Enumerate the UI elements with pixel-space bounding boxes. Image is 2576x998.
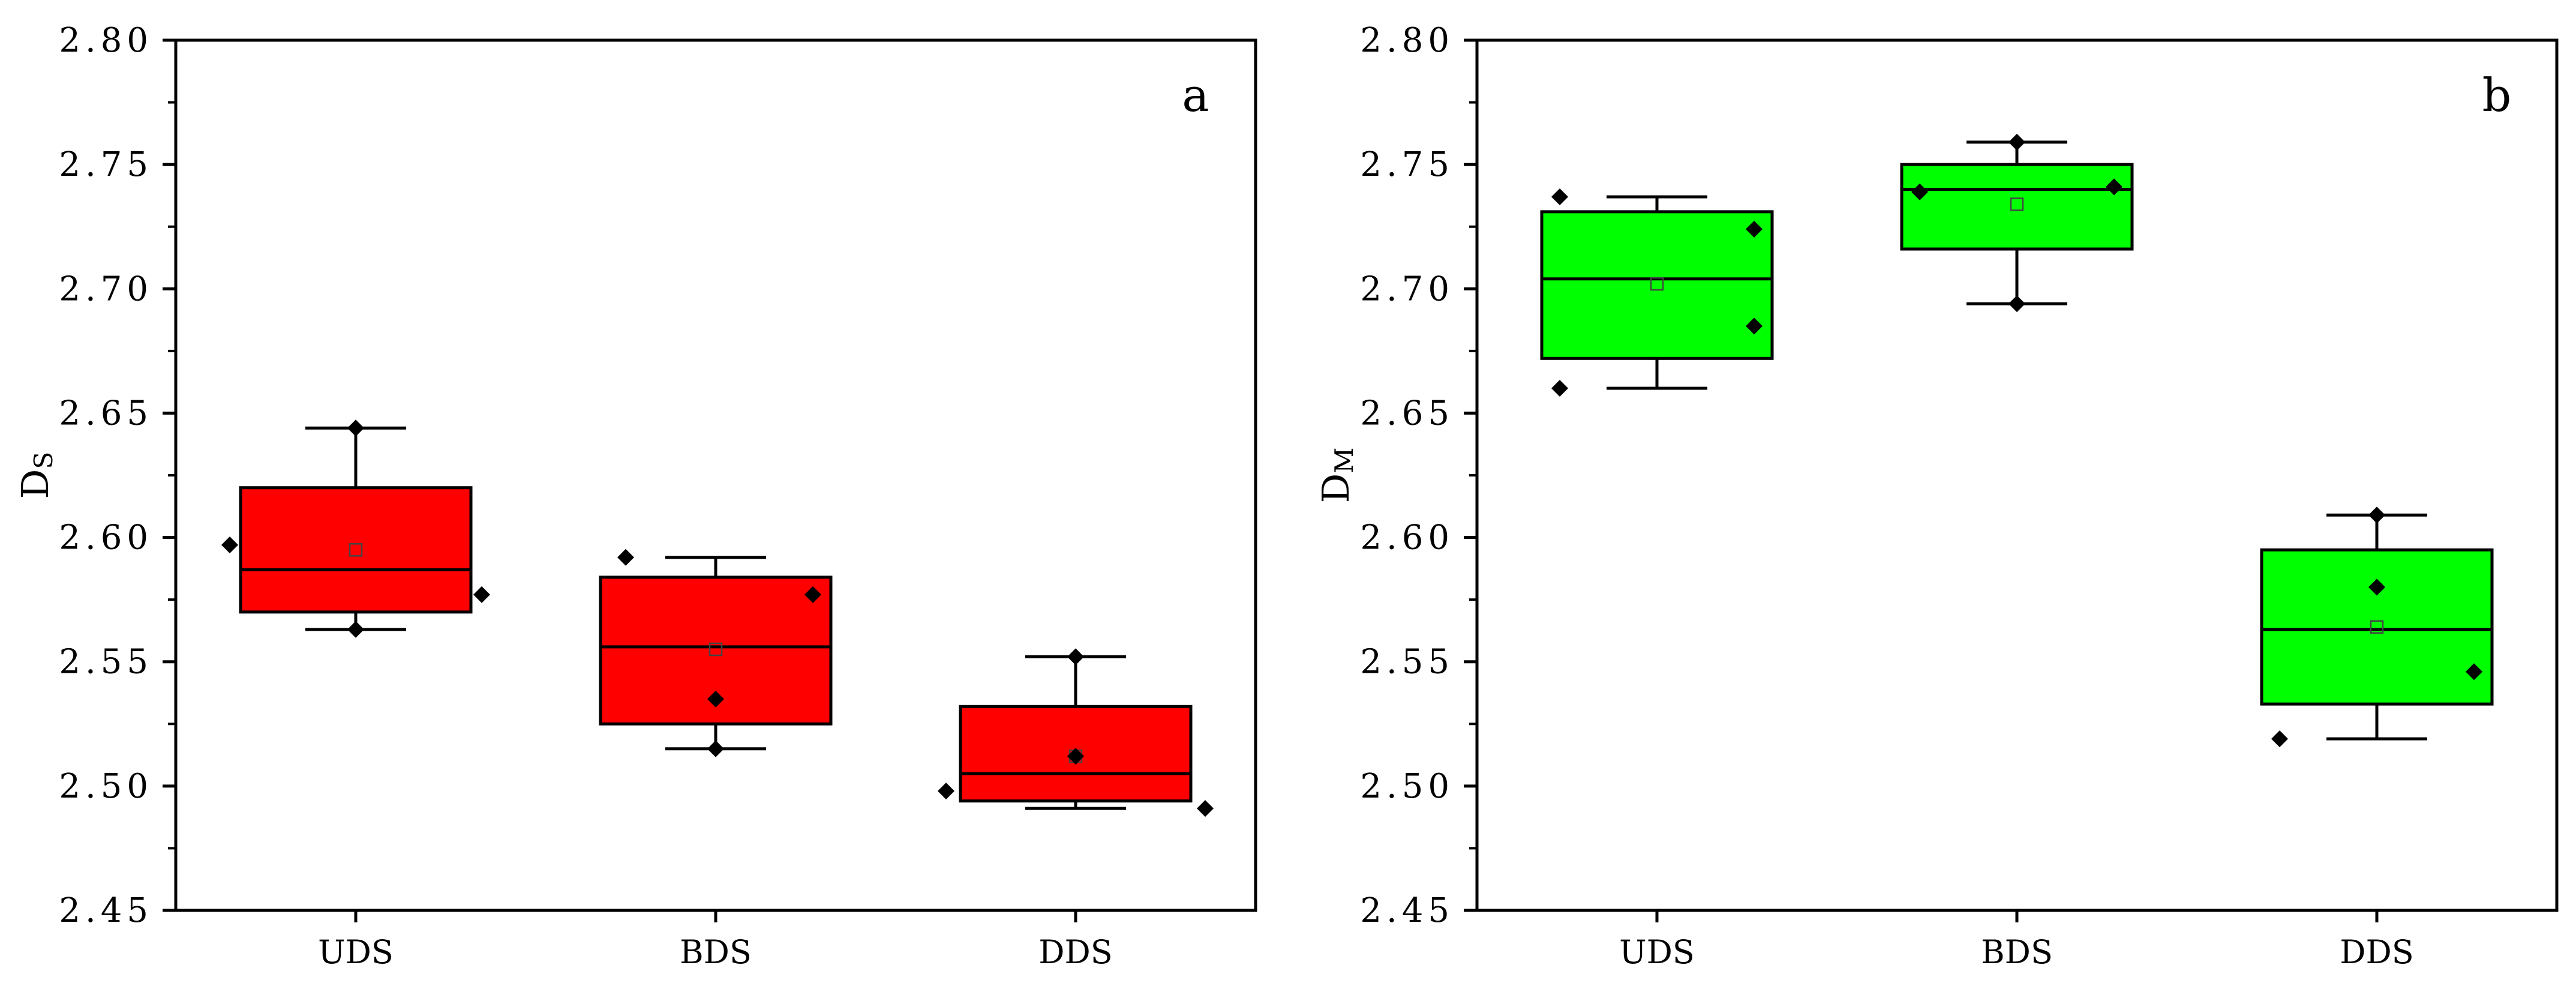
x-tick-label: UDS	[1619, 933, 1695, 971]
data-point	[707, 690, 724, 708]
box-bds	[1900, 163, 2134, 251]
data-point	[473, 586, 490, 603]
box-uds	[239, 486, 473, 614]
data-point	[1197, 800, 1214, 817]
x-tick-label: BDS	[680, 933, 752, 971]
data-point	[347, 621, 364, 638]
data-point	[1551, 380, 1568, 397]
data-point	[2008, 133, 2025, 151]
y-tick-label: 2.65	[1360, 394, 1454, 433]
x-tick-label: DDS	[2340, 933, 2414, 971]
y-tick-label: 2.80	[1360, 21, 1454, 60]
y-tick-label: 2.60	[59, 519, 153, 558]
plot-frame	[174, 38, 1257, 912]
data-point	[2368, 579, 2385, 596]
mean-marker	[2010, 197, 2024, 211]
y-tick-label: 2.75	[1360, 145, 1454, 184]
data-point	[2106, 178, 2122, 196]
y-axis-label-subscript: S	[29, 452, 58, 469]
data-point	[1551, 188, 1568, 205]
data-point	[221, 537, 238, 553]
mean-marker	[2370, 620, 2384, 634]
y-tick-label: 2.45	[1360, 891, 1454, 930]
y-tick-label: 2.70	[1360, 269, 1454, 308]
y-tick-label: 2.55	[59, 643, 153, 682]
y-tick-label: 2.55	[1360, 643, 1454, 682]
panel-letter: a	[1182, 68, 1209, 122]
box-uds	[1540, 210, 1774, 360]
data-point	[2466, 663, 2482, 681]
x-tick-label: BDS	[1981, 933, 2053, 971]
data-point	[1911, 183, 1928, 200]
data-point	[617, 549, 634, 566]
data-point	[1067, 648, 1084, 666]
mean-marker	[708, 642, 723, 657]
data-point	[1746, 220, 1763, 238]
data-point	[2271, 730, 2288, 748]
mean-marker	[1650, 277, 1664, 291]
y-tick-label: 2.80	[59, 21, 153, 60]
data-point	[1746, 317, 1763, 335]
data-point	[938, 783, 954, 800]
y-tick-label: 2.50	[1360, 767, 1454, 806]
y-tick-label: 2.60	[1360, 519, 1454, 558]
data-point	[2008, 295, 2025, 313]
data-point	[707, 740, 724, 757]
y-axis-label: DM	[1314, 448, 1359, 504]
y-tick-label: 2.50	[59, 767, 153, 806]
y-axis-label-subscript: M	[1329, 448, 1359, 473]
plot-frame	[1475, 38, 2559, 912]
y-axis-label: DS	[13, 452, 58, 499]
panel-letter: b	[2482, 68, 2512, 122]
box-dds	[2260, 548, 2494, 706]
y-tick-label: 2.65	[59, 394, 153, 433]
x-tick-label: UDS	[318, 933, 394, 971]
x-tick-label: DDS	[1038, 933, 1113, 971]
y-axis-label-main: D	[13, 469, 57, 499]
data-point	[347, 419, 364, 437]
data-point	[804, 586, 821, 603]
mean-marker	[349, 543, 363, 557]
y-tick-label: 2.70	[59, 269, 153, 308]
y-axis-label-main: D	[1314, 473, 1358, 504]
data-point	[2368, 507, 2385, 524]
y-tick-label: 2.45	[59, 891, 153, 930]
y-tick-label: 2.75	[59, 145, 153, 184]
data-point	[1067, 748, 1084, 765]
